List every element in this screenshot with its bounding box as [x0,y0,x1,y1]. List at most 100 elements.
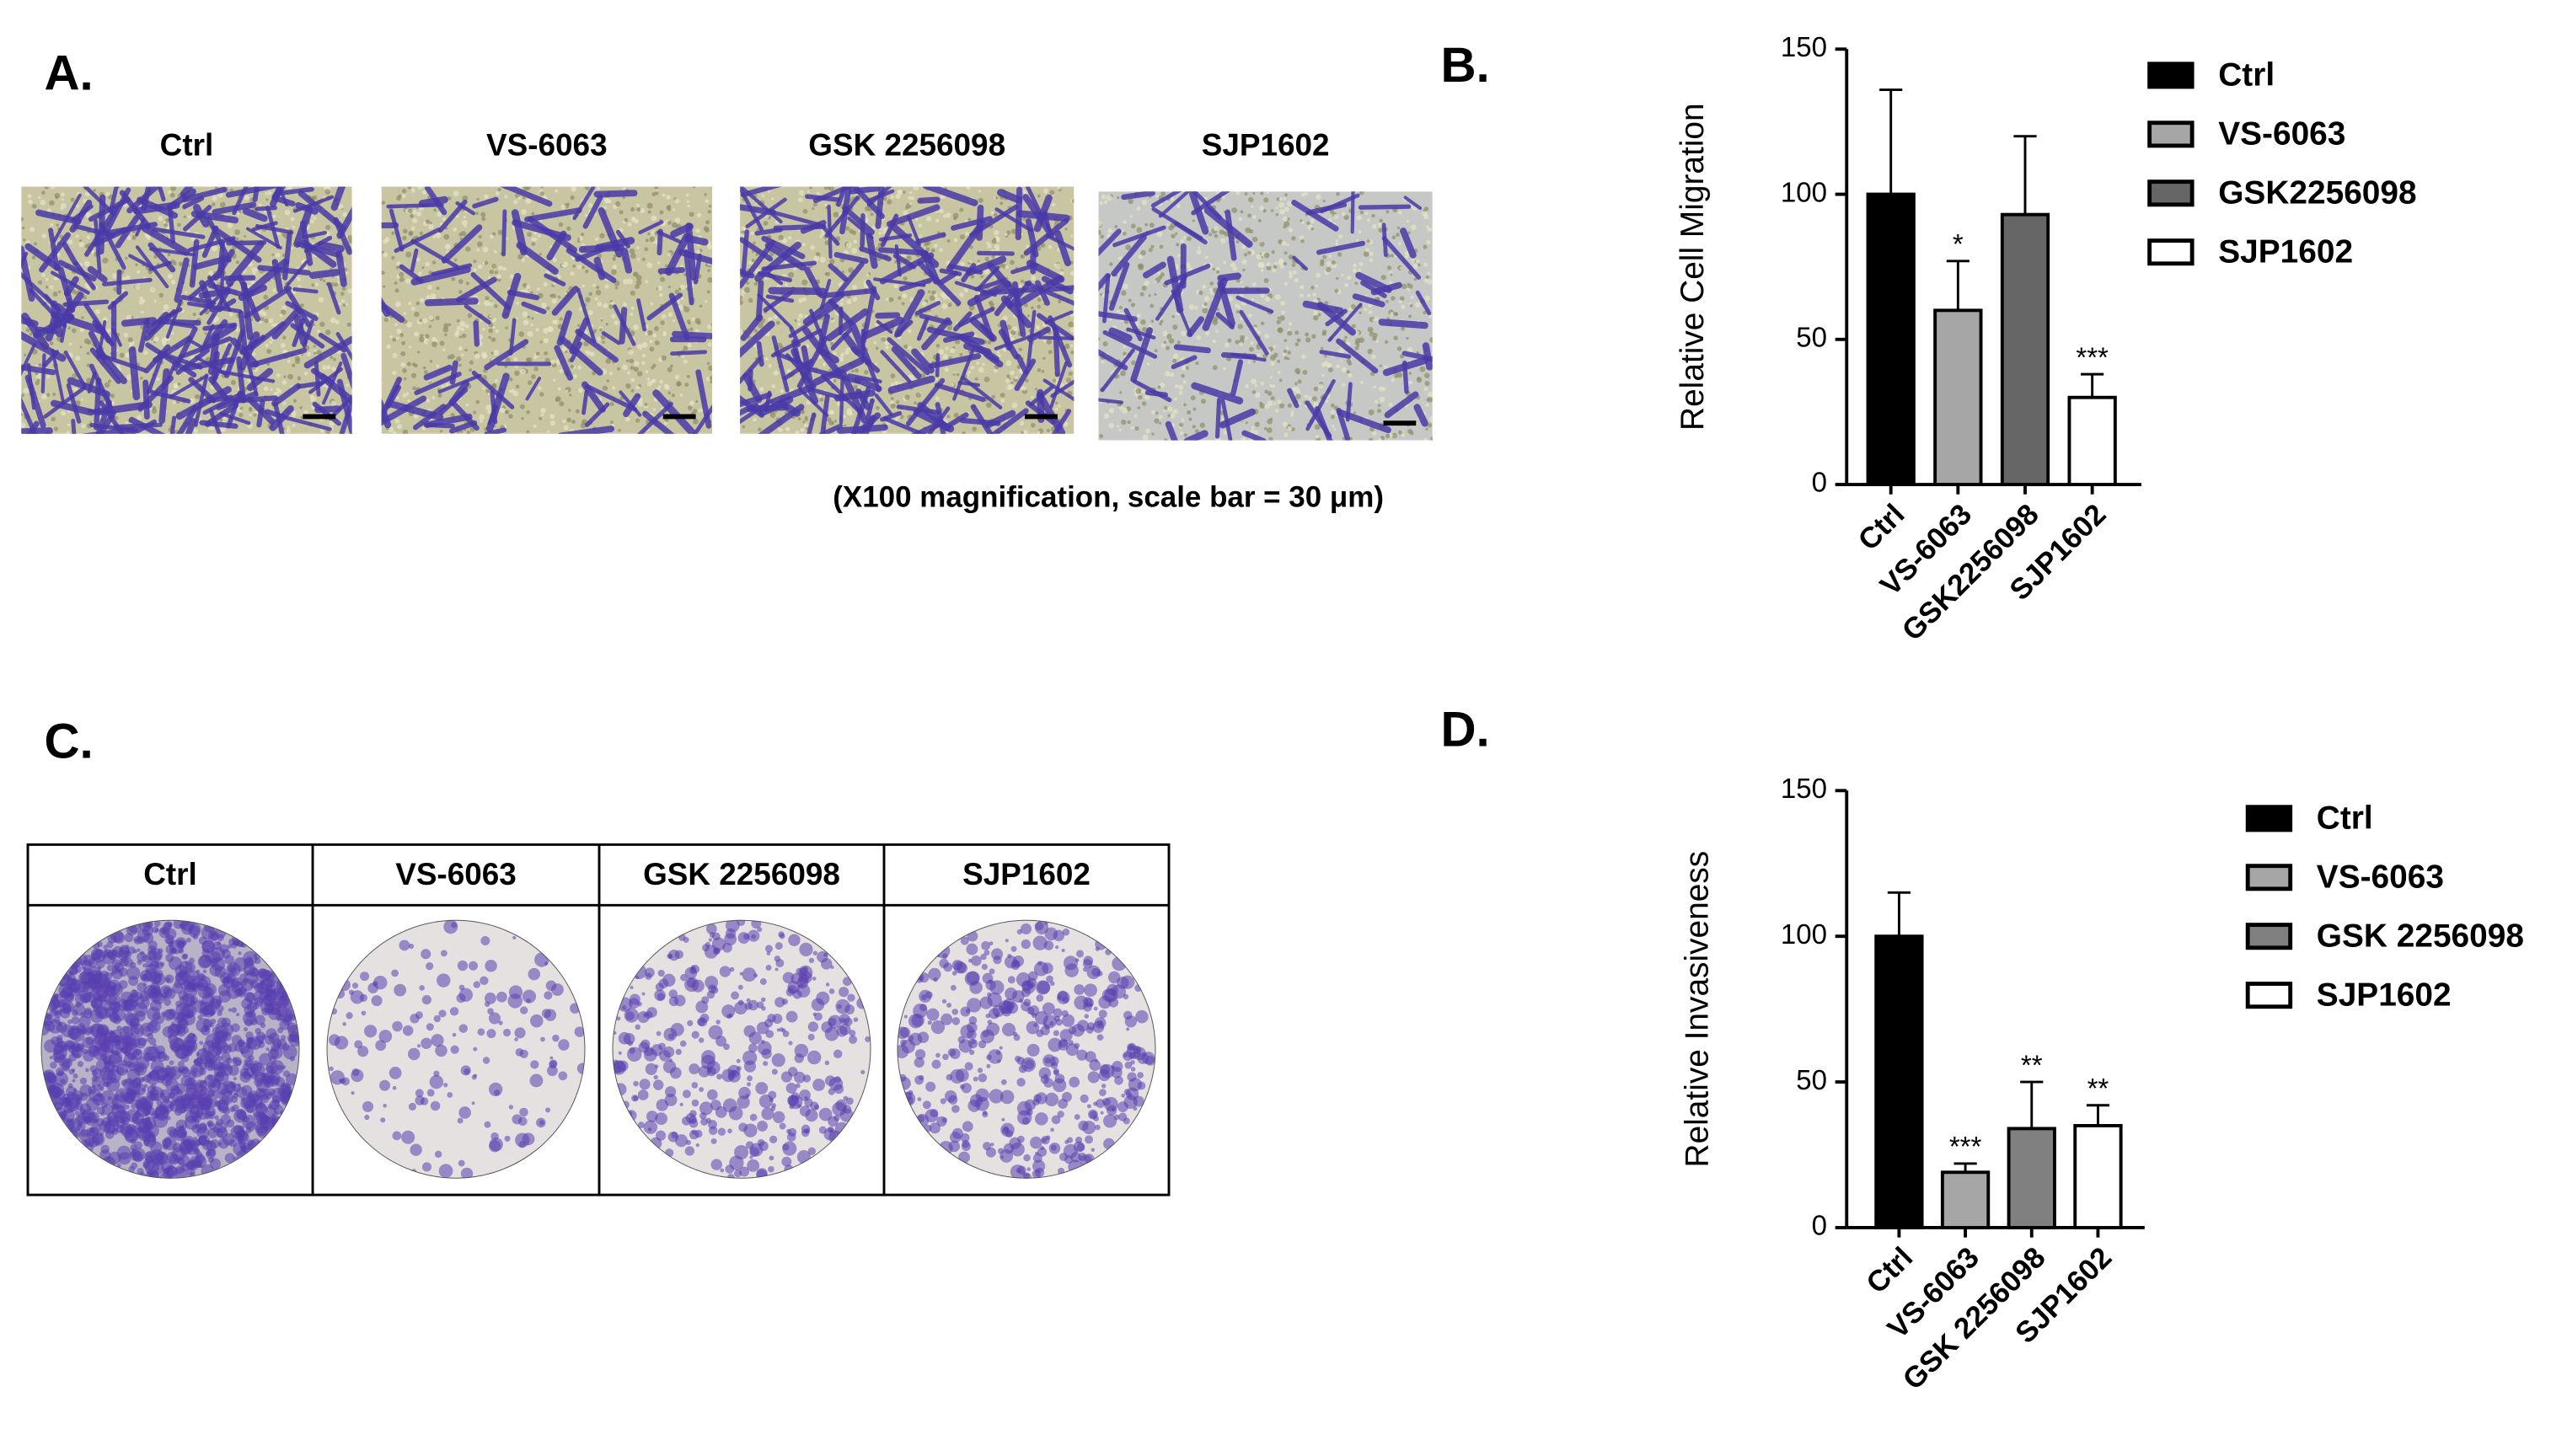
texture [812,207,815,211]
texture [952,372,956,376]
texture [868,272,871,276]
texture [465,281,469,286]
texture [1284,206,1289,212]
texture [1324,301,1329,306]
texture [976,361,980,365]
texture [785,283,789,286]
texture [1344,282,1348,287]
texture [599,233,605,238]
texture [249,408,253,412]
texture [784,260,788,265]
texture [774,410,777,414]
texture [172,260,177,266]
texture [1378,386,1385,392]
texture [112,273,118,279]
texture [557,295,561,299]
texture [1232,266,1238,271]
texture [585,213,588,217]
texture [49,341,54,345]
texture [1384,340,1389,345]
cell [282,415,332,431]
texture [1103,200,1108,204]
texture [110,393,115,399]
texture [706,290,710,294]
texture [970,274,975,279]
texture [1170,196,1175,201]
cell [438,387,469,415]
texture [1006,230,1011,235]
panel-label: D. [1440,703,1489,757]
texture [1401,326,1406,331]
texture [252,352,256,356]
texture [609,372,614,376]
texture [237,211,240,216]
texture [1282,352,1286,356]
texture [907,329,912,334]
texture [1170,372,1175,377]
texture [1259,206,1265,211]
cell [102,277,153,286]
texture [282,335,287,340]
texture [1409,303,1413,308]
texture [995,247,999,252]
texture [1250,429,1255,434]
texture [401,194,406,198]
texture [1172,324,1178,330]
cell [43,385,87,419]
texture [1346,370,1350,374]
cell [927,406,951,434]
cell [265,206,281,249]
texture [456,356,462,362]
cell [570,341,582,363]
texture [630,377,635,383]
texture [251,267,258,273]
texture [706,244,713,249]
cell [551,286,579,316]
colony [131,1103,137,1110]
colony [174,1167,188,1179]
texture [465,403,469,407]
texture [1128,198,1134,205]
cell [987,262,1020,298]
texture [1353,263,1357,268]
cell [1164,264,1211,286]
cell [1203,206,1253,248]
texture [1247,250,1251,255]
texture [527,315,531,318]
texture [102,257,109,264]
texture [79,328,85,333]
texture [767,190,771,194]
texture [1423,262,1428,267]
cell [850,386,871,434]
texture [1127,420,1131,425]
texture [1199,422,1206,428]
cell [186,338,206,351]
texture [1053,263,1057,266]
texture [1260,269,1264,272]
texture [1141,286,1147,291]
cell [1214,397,1222,439]
cell [1042,378,1074,402]
texture [602,385,608,391]
texture [795,430,800,434]
texture [968,260,972,264]
texture [78,241,84,248]
texture [881,336,887,342]
texture [458,363,462,367]
texture [600,318,603,322]
texture [260,316,265,322]
texture [895,193,901,200]
texture [1250,341,1254,345]
texture [1425,427,1428,431]
texture [1136,313,1141,318]
texture [662,193,666,197]
texture [703,226,709,232]
texture [1310,286,1315,290]
texture [972,426,978,432]
texture [996,351,1000,354]
cell [623,393,641,417]
texture [1287,403,1293,409]
texture [1138,263,1144,269]
texture [153,336,159,342]
texture [908,190,913,195]
